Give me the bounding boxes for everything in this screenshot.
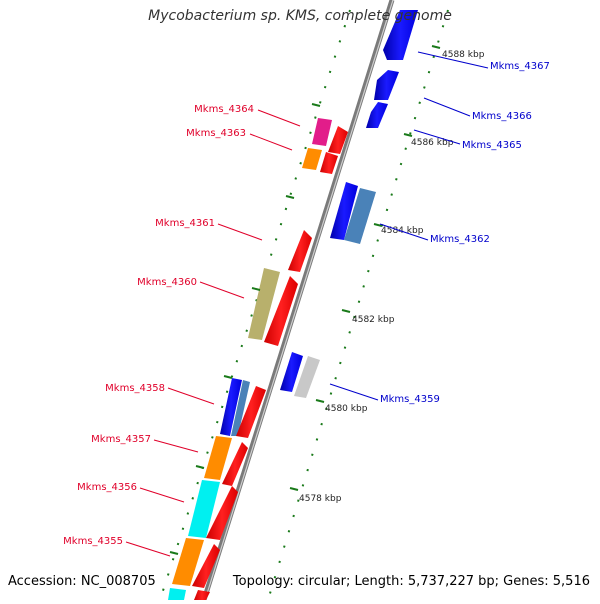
gene-block-4365	[366, 102, 388, 128]
forward-strand-genes	[168, 118, 348, 600]
scale-label-4582: 4582 kbp	[352, 315, 395, 325]
accession-text: Accession: NC_008705	[8, 574, 156, 589]
gene-block-4364a	[312, 118, 332, 146]
gene-block-4355b	[192, 544, 220, 588]
gene-block-4359b	[294, 356, 320, 398]
gene-label: Mkms_4359	[380, 394, 440, 405]
scale-label-4588: 4588 kbp	[442, 50, 485, 60]
gene-block-4361	[288, 230, 312, 272]
page-title: Mycobacterium sp. KMS, complete genome	[148, 8, 452, 24]
gene-block-4356b	[206, 486, 238, 540]
left-gene-labels: Mkms_4364 Mkms_4363 Mkms_4361 Mkms_4360 …	[63, 104, 254, 547]
gene-label: Mkms_4363	[186, 128, 246, 139]
gene-block-4354b	[194, 590, 210, 600]
gene-block-4366	[374, 70, 399, 100]
kbp-major-ticks	[169, 45, 441, 555]
outer-tick-track-left	[159, 9, 351, 601]
right-gene-labels: Mkms_4367 Mkms_4366 Mkms_4365 Mkms_4362 …	[380, 61, 550, 405]
gene-block-4357a	[204, 436, 232, 480]
gene-block-4363a	[302, 148, 322, 170]
genome-backbone	[201, 0, 395, 601]
gene-label: Mkms_4355	[63, 536, 123, 547]
gene-label: Mkms_4367	[490, 61, 550, 72]
gene-block-4367	[383, 10, 418, 60]
gene-block-4355a	[172, 538, 204, 586]
scale-label-4580: 4580 kbp	[325, 404, 368, 414]
gene-block-4359a	[280, 352, 303, 392]
gene-block-4364b	[328, 126, 348, 154]
gene-label: Mkms_4356	[77, 482, 137, 493]
right-callout-lines	[329, 51, 489, 401]
gene-label: Mkms_4360	[137, 277, 197, 288]
reverse-strand-genes	[280, 10, 418, 398]
gene-label: Mkms_4364	[194, 104, 254, 115]
topology-text: Topology: circular; Length: 5,737,227 bp…	[232, 574, 590, 589]
gene-block-4363b	[320, 152, 338, 174]
left-callout-lines	[125, 109, 301, 557]
scale-labels: 4588 kbp 4586 kbp 4584 kbp 4582 kbp 4580…	[299, 50, 485, 504]
scale-label-4578: 4578 kbp	[299, 494, 342, 504]
gene-block-4354a	[168, 588, 186, 600]
gene-block-4362b	[344, 188, 376, 244]
gene-block-4360a	[248, 268, 280, 340]
gene-block-4358c	[236, 386, 266, 438]
gene-label: Mkms_4366	[472, 111, 532, 122]
gene-label: Mkms_4362	[430, 234, 490, 245]
gene-block-4356a	[188, 480, 220, 538]
gene-label: Mkms_4358	[105, 383, 165, 394]
gene-label: Mkms_4365	[462, 140, 522, 151]
gene-label: Mkms_4357	[91, 434, 151, 445]
scale-label-4586: 4586 kbp	[411, 138, 454, 148]
gene-label: Mkms_4361	[155, 218, 215, 229]
gene-block-4360b	[264, 276, 298, 346]
gene-block-4358b	[231, 380, 250, 436]
gene-block-4362a	[330, 182, 358, 240]
gene-block-4358a	[220, 378, 242, 436]
gene-block-4357b	[222, 442, 248, 486]
